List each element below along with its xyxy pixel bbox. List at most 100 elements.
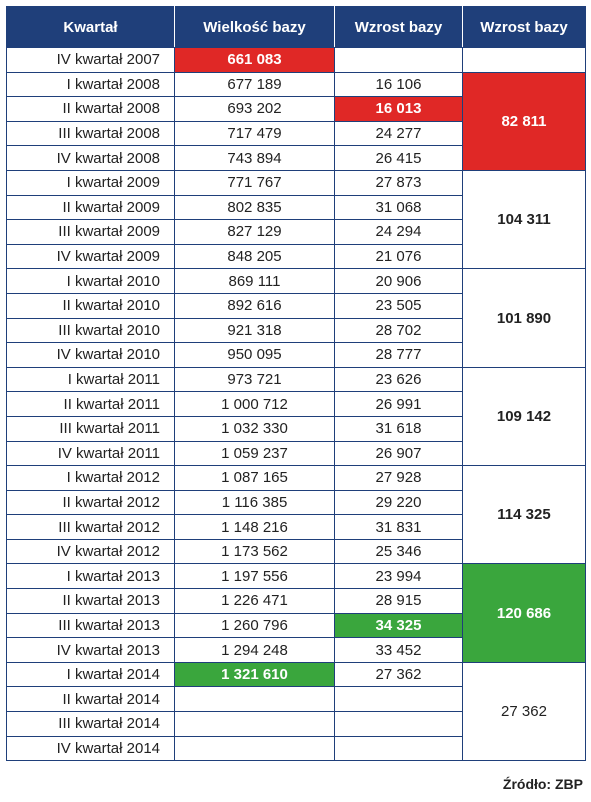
size-cell: 973 721 [174,366,335,393]
table-row: III kwartał 2013 1 260 796 34 325 [6,612,586,639]
quarter-cell: IV kwartał 2008 [6,145,175,171]
quarter-cell: IV kwartał 2014 [6,735,175,762]
size-cell: 1 116 385 [174,489,335,516]
growth-cell: 16 013 [334,96,463,122]
size-cell: 892 616 [174,292,335,319]
growth-cell: 29 220 [334,489,463,516]
growth-cell: 16 106 [334,71,463,98]
size-cell: 848 205 [174,243,335,270]
table-row: II kwartał 2008 693 202 16 013 [6,96,586,122]
yearly-growth-2010: 101 890 [462,268,586,368]
header-base-size: Wielkość bazy [174,6,335,48]
quarter-cell: I kwartał 2012 [6,465,175,491]
yearly-empty-cell [462,47,586,73]
growth-cell: 21 076 [334,243,463,270]
quarter-cell: III kwartał 2011 [6,415,175,442]
quarter-cell: IV kwartał 2011 [6,440,175,467]
growth-cell [334,686,463,713]
growth-cell [334,47,463,73]
quarter-cell: III kwartał 2008 [6,120,175,147]
table-row: IV kwartał 2008 743 894 26 415 [6,145,586,171]
header-base-growth: Wzrost bazy [334,6,463,48]
quarter-cell: III kwartał 2010 [6,317,175,344]
table-row: IV kwartał 2011 1 059 237 26 907 [6,440,586,467]
table-row: I kwartał 2012 1 087 165 27 928 114 325 [6,465,586,565]
header-quarter: Kwartał [6,6,175,48]
quarter-cell: IV kwartał 2007 [6,47,175,73]
size-cell: 1 148 216 [174,514,335,540]
size-cell: 1 000 712 [174,391,335,417]
growth-cell: 28 777 [334,342,463,368]
quarter-cell: I kwartał 2011 [6,366,175,393]
growth-cell: 27 928 [334,465,463,491]
quarter-cell: II kwartał 2008 [6,96,175,122]
table-row: III kwartał 2012 1 148 216 31 831 [6,514,586,540]
size-cell: 827 129 [174,219,335,245]
growth-cell: 33 452 [334,637,463,663]
size-cell: 743 894 [174,145,335,171]
quarter-cell: II kwartał 2014 [6,686,175,713]
quarter-cell: IV kwartał 2013 [6,637,175,663]
growth-cell: 34 325 [334,612,463,639]
size-cell: 1 294 248 [174,637,335,663]
growth-cell [334,711,463,737]
quarter-cell: IV kwartał 2009 [6,243,175,270]
growth-cell: 23 994 [334,563,463,590]
size-cell [174,711,335,737]
growth-cell: 27 362 [334,661,463,688]
source-note: Źródło: ZBP [502,776,583,792]
yearly-growth-2014: 27 362 [462,661,586,762]
size-cell: 1 087 165 [174,465,335,491]
growth-cell: 23 505 [334,292,463,319]
size-cell [174,735,335,762]
size-cell: 1 032 330 [174,415,335,442]
quarter-cell: III kwartał 2013 [6,612,175,639]
quarterly-base-table: Kwartał Wielkość bazy Wzrost bazy Wzrost… [6,6,586,762]
size-cell: 802 835 [174,194,335,221]
growth-cell: 31 068 [334,194,463,221]
size-cell: 1 059 237 [174,440,335,467]
quarter-cell: I kwartał 2014 [6,661,175,688]
yearly-growth-2011: 109 142 [462,366,586,467]
growth-cell: 27 873 [334,169,463,196]
growth-cell [334,735,463,762]
size-cell: 717 479 [174,120,335,147]
size-cell: 1 173 562 [174,538,335,565]
growth-cell: 23 626 [334,366,463,393]
growth-cell: 28 915 [334,588,463,614]
growth-cell: 25 346 [334,538,463,565]
growth-cell: 26 415 [334,145,463,171]
size-cell: 677 189 [174,71,335,98]
table-row: III kwartał 2010 921 318 28 702 [6,317,586,344]
table-row: IV kwartał 2009 848 205 21 076 [6,243,586,270]
quarter-cell: I kwartał 2008 [6,71,175,98]
quarter-cell: I kwartał 2013 [6,563,175,590]
header-row: Kwartał Wielkość bazy Wzrost bazy Wzrost… [6,6,586,48]
size-cell [174,686,335,713]
quarter-cell: III kwartał 2014 [6,711,175,737]
growth-cell: 24 294 [334,219,463,245]
table-row: I kwartał 2008 677 189 16 106 82 811 [6,71,586,171]
table-row: IV kwartał 2012 1 173 562 25 346 [6,538,586,565]
growth-cell: 24 277 [334,120,463,147]
size-cell: 1 321 610 [174,661,335,688]
growth-cell: 26 907 [334,440,463,467]
table-row: I kwartał 2011 973 721 23 626 109 142 [6,366,586,467]
table-row: III kwartał 2009 827 129 24 294 [6,219,586,245]
yearly-growth-2012: 114 325 [462,465,586,565]
size-cell: 771 767 [174,169,335,196]
size-cell: 661 083 [174,47,335,73]
quarter-cell: I kwartał 2010 [6,268,175,294]
yearly-growth-2009: 104 311 [462,169,586,270]
quarter-cell: IV kwartał 2012 [6,538,175,565]
size-cell: 1 226 471 [174,588,335,614]
growth-cell: 31 831 [334,514,463,540]
table-row: III kwartał 2014 [6,711,586,737]
quarter-cell: II kwartał 2012 [6,489,175,516]
table-row: II kwartał 2010 892 616 23 505 [6,292,586,319]
table-row: IV kwartał 2014 [6,735,586,762]
growth-cell: 20 906 [334,268,463,294]
quarter-cell: II kwartał 2011 [6,391,175,417]
quarter-cell: II kwartał 2010 [6,292,175,319]
yearly-growth-2013: 120 686 [462,563,586,663]
